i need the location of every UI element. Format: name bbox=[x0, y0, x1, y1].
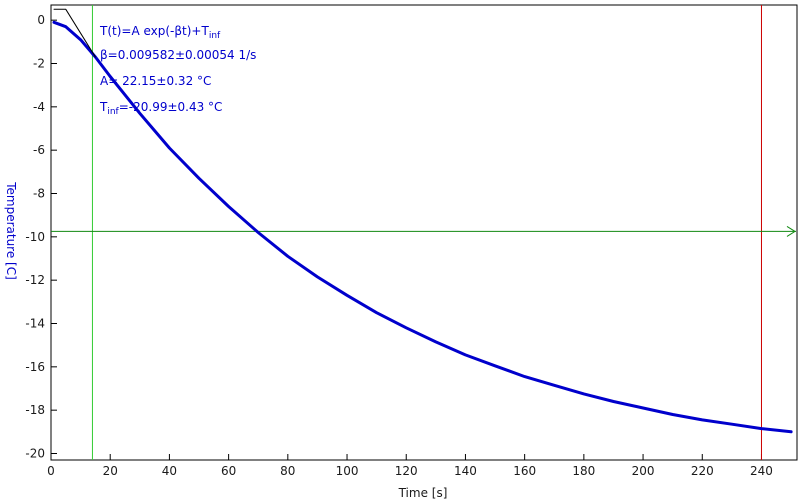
x-tick-label: 160 bbox=[513, 464, 536, 478]
y-axis-ticks: 0 -2 -4 -6 -8 -10 -12 -14 -16 -18 -20 bbox=[25, 13, 57, 461]
x-tick-label: 140 bbox=[454, 464, 477, 478]
x-tick-label: 120 bbox=[395, 464, 418, 478]
fit-tinf-value: =-20.99±0.43 °C bbox=[119, 100, 223, 114]
x-tick-label: 0 bbox=[47, 464, 55, 478]
fit-equation: T(t)=A exp(-βt)+Tinf bbox=[99, 24, 221, 41]
y-tick-label: -8 bbox=[33, 187, 45, 201]
series-layer bbox=[52, 8, 793, 434]
fit-equation-subscript: inf bbox=[209, 31, 221, 41]
fit-amplitude: A= 22.15±0.32 °C bbox=[100, 74, 211, 88]
x-tick-label: 240 bbox=[750, 464, 773, 478]
y-tick-label: -4 bbox=[33, 100, 45, 114]
y-tick-label: 0 bbox=[37, 13, 45, 27]
x-tick-label: 60 bbox=[221, 464, 236, 478]
x-tick-label: 220 bbox=[691, 464, 714, 478]
fit-tinf-subscript: inf bbox=[107, 107, 119, 117]
x-tick-label: 180 bbox=[572, 464, 595, 478]
x-tick-label: 80 bbox=[280, 464, 295, 478]
y-tick-label: -12 bbox=[25, 273, 45, 287]
fit-tinf: Tinf=-20.99±0.43 °C bbox=[99, 100, 222, 117]
fit-tinf-main: T bbox=[99, 100, 108, 114]
x-tick-label: 100 bbox=[336, 464, 359, 478]
y-tick-label: -16 bbox=[25, 360, 45, 374]
y-tick-label: -20 bbox=[25, 447, 45, 461]
fit-beta: β=0.009582±0.00054 1/s bbox=[100, 48, 256, 62]
temperature-series-line bbox=[52, 20, 793, 434]
x-axis-title: Time [s] bbox=[398, 486, 448, 500]
cursor-layer bbox=[51, 5, 796, 460]
fit-equation-main: T(t)=A exp(-βt)+T bbox=[99, 24, 209, 38]
x-axis-ticks: 0 20 40 60 80 100 120 140 160 180 200 220 240 bbox=[47, 454, 773, 478]
y-tick-label: -14 bbox=[25, 317, 45, 331]
plot-area bbox=[50, 4, 798, 461]
y-tick-label: -6 bbox=[33, 143, 45, 157]
x-tick-label: 200 bbox=[632, 464, 655, 478]
y-tick-label: -2 bbox=[33, 57, 45, 71]
y-axis-title: Temperature [C] bbox=[4, 181, 18, 280]
horizontal-cursor-arrow-icon[interactable] bbox=[786, 225, 796, 237]
x-tick-label: 20 bbox=[103, 464, 118, 478]
fit-curve-line bbox=[53, 8, 96, 58]
y-tick-label: -18 bbox=[25, 403, 45, 417]
fit-annotation: T(t)=A exp(-βt)+Tinf β=0.009582±0.00054 … bbox=[99, 24, 256, 117]
x-tick-label: 40 bbox=[162, 464, 177, 478]
y-tick-label: -10 bbox=[25, 230, 45, 244]
